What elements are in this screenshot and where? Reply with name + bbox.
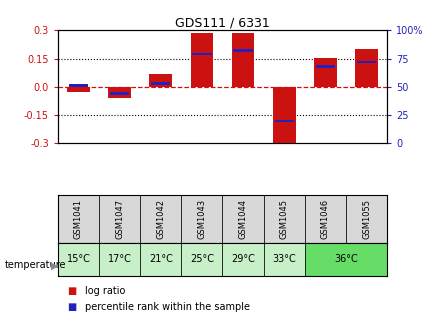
Bar	[99, 195, 140, 243]
Bar	[314, 57, 337, 87]
Bar	[355, 49, 378, 87]
Bar	[150, 74, 172, 87]
Text: ■: ■	[67, 302, 76, 312]
Text: 29°C: 29°C	[231, 254, 255, 264]
Bar	[69, 84, 88, 87]
Text: 15°C: 15°C	[66, 254, 90, 264]
Text: GSM1047: GSM1047	[115, 199, 124, 239]
Text: GSM1041: GSM1041	[74, 199, 83, 239]
Text: GSM1042: GSM1042	[156, 199, 165, 239]
Text: percentile rank within the sample: percentile rank within the sample	[85, 302, 250, 312]
Text: 17°C: 17°C	[108, 254, 132, 264]
Text: GSM1043: GSM1043	[198, 199, 206, 239]
Bar	[67, 87, 90, 92]
Bar	[346, 195, 387, 243]
Bar	[58, 243, 99, 276]
Text: GSM1046: GSM1046	[321, 199, 330, 239]
Bar	[222, 243, 263, 276]
Text: temperature: temperature	[4, 260, 66, 270]
Bar	[182, 195, 222, 243]
Text: 36°C: 36°C	[334, 254, 358, 264]
Bar	[192, 53, 211, 55]
Bar	[110, 92, 129, 95]
Bar	[232, 33, 255, 87]
Bar	[275, 120, 294, 122]
Text: 21°C: 21°C	[149, 254, 173, 264]
Text: GSM1055: GSM1055	[362, 199, 371, 239]
Bar	[99, 243, 140, 276]
Bar	[108, 87, 131, 98]
Bar	[151, 82, 170, 85]
Text: GSM1045: GSM1045	[280, 199, 289, 239]
Bar	[234, 49, 253, 52]
Bar	[264, 243, 305, 276]
Bar	[316, 65, 335, 68]
Bar	[357, 61, 376, 63]
Bar	[140, 195, 182, 243]
Text: ▶: ▶	[51, 260, 59, 270]
Bar	[190, 33, 213, 87]
Bar	[273, 87, 295, 146]
Text: log ratio: log ratio	[85, 286, 125, 296]
Title: GDS111 / 6331: GDS111 / 6331	[175, 16, 270, 29]
Text: 25°C: 25°C	[190, 254, 214, 264]
Bar	[305, 243, 387, 276]
Bar	[58, 195, 99, 243]
Bar	[182, 243, 222, 276]
Bar	[222, 195, 263, 243]
Text: GSM1044: GSM1044	[239, 199, 247, 239]
Bar	[140, 243, 182, 276]
Bar	[305, 195, 346, 243]
Text: 33°C: 33°C	[272, 254, 296, 264]
Text: ■: ■	[67, 286, 76, 296]
Bar	[264, 195, 305, 243]
